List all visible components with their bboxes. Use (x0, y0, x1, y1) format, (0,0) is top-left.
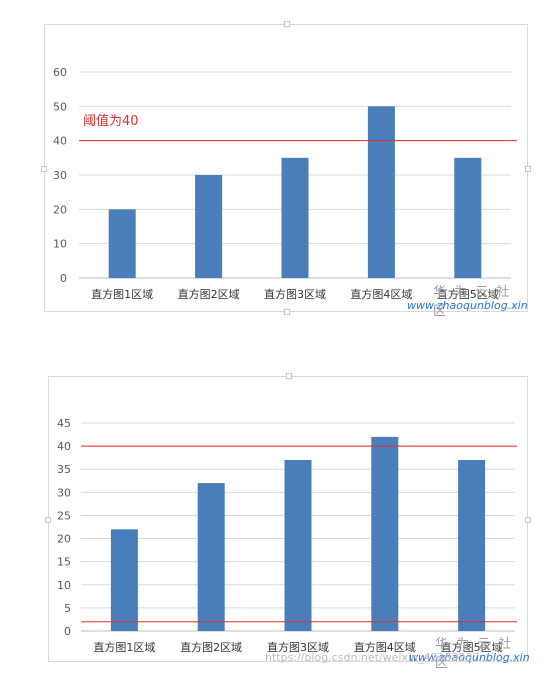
resize-handle[interactable] (286, 373, 292, 379)
y-tick-label: 40 (57, 440, 71, 453)
y-tick-label: 30 (53, 169, 67, 182)
resize-handle[interactable] (284, 309, 290, 315)
x-category-label: 直方图2区域 (178, 287, 240, 301)
bar (110, 529, 138, 631)
threshold-annotation: 阈值为40 (83, 113, 139, 129)
resize-handle[interactable] (45, 517, 51, 523)
y-tick-label: 15 (57, 556, 71, 569)
watermark-brand: 华 为 云 社 区 (433, 285, 512, 319)
bar (197, 483, 225, 631)
resize-handle[interactable] (41, 166, 47, 172)
chart-panel-1: 0 10 20 30 40 50 60 直方图1区域 直方图2区域 直方图3区域 直方图4区域 直方图… (44, 24, 528, 319)
x-category-label: 直方图3区域 (264, 287, 326, 301)
watermark-csdn: https://blog.csdn.net/weixin_42383237 (265, 651, 480, 664)
y-tick-label: 20 (57, 533, 71, 546)
bar (367, 106, 395, 278)
x-category-label: 直方图1区域 (93, 640, 155, 654)
bar (281, 157, 309, 278)
y-tick-label: 10 (53, 238, 67, 251)
bar (195, 175, 223, 278)
x-category-label: 直方图2区域 (180, 640, 242, 654)
y-tick-label: 45 (57, 417, 71, 430)
x-category-label: 直方图4区域 (350, 287, 412, 301)
resize-handle[interactable] (284, 21, 290, 27)
x-category-label: 直方图3区域 (267, 640, 329, 654)
y-tick-label: 0 (60, 272, 67, 285)
y-tick-label: 25 (57, 509, 71, 522)
bar (371, 436, 399, 631)
y-tick-label: 35 (57, 463, 71, 476)
y-tick-label: 30 (57, 486, 71, 499)
bar (284, 459, 312, 631)
y-tick-label: 50 (53, 100, 67, 113)
x-category-label: 直方图5区域 (437, 287, 499, 301)
watermark-brand-2: 华 为 云 社 区 (435, 637, 514, 671)
y-tick-label: 60 (53, 66, 67, 79)
y-tick-label: 10 (57, 579, 71, 592)
x-category-label: 直方图4区域 (354, 640, 416, 654)
y-tick-label: 20 (53, 203, 67, 216)
bar (108, 209, 136, 278)
watermark-site-2: www.zhaoqunblog.xin (409, 651, 530, 664)
bar (454, 157, 482, 278)
y-tick-label: 40 (53, 135, 67, 148)
watermark-site: www.zhaoqunblog.xin (407, 299, 528, 312)
chart-2: 0 5 10 15 20 25 30 35 40 45 直方图1区域 直方图2区域 直方图3区域 直方图4… (57, 417, 517, 654)
chart-panel-2: 0 5 10 15 20 25 30 35 40 45 直方图1区域 直方图2区域 直方图3区域 直方图4… (48, 376, 530, 671)
bar (458, 459, 486, 631)
resize-handle[interactable] (525, 517, 531, 523)
x-category-label: 直方图5区域 (441, 640, 503, 654)
y-tick-label: 5 (64, 602, 71, 615)
y-tick-label: 0 (64, 625, 71, 638)
resize-handle[interactable] (525, 166, 531, 172)
chart-1: 0 10 20 30 40 50 60 直方图1区域 直方图2区域 直方图3区域 直方图4区域 直方图… (53, 66, 517, 301)
x-category-label: 直方图1区域 (91, 287, 153, 301)
